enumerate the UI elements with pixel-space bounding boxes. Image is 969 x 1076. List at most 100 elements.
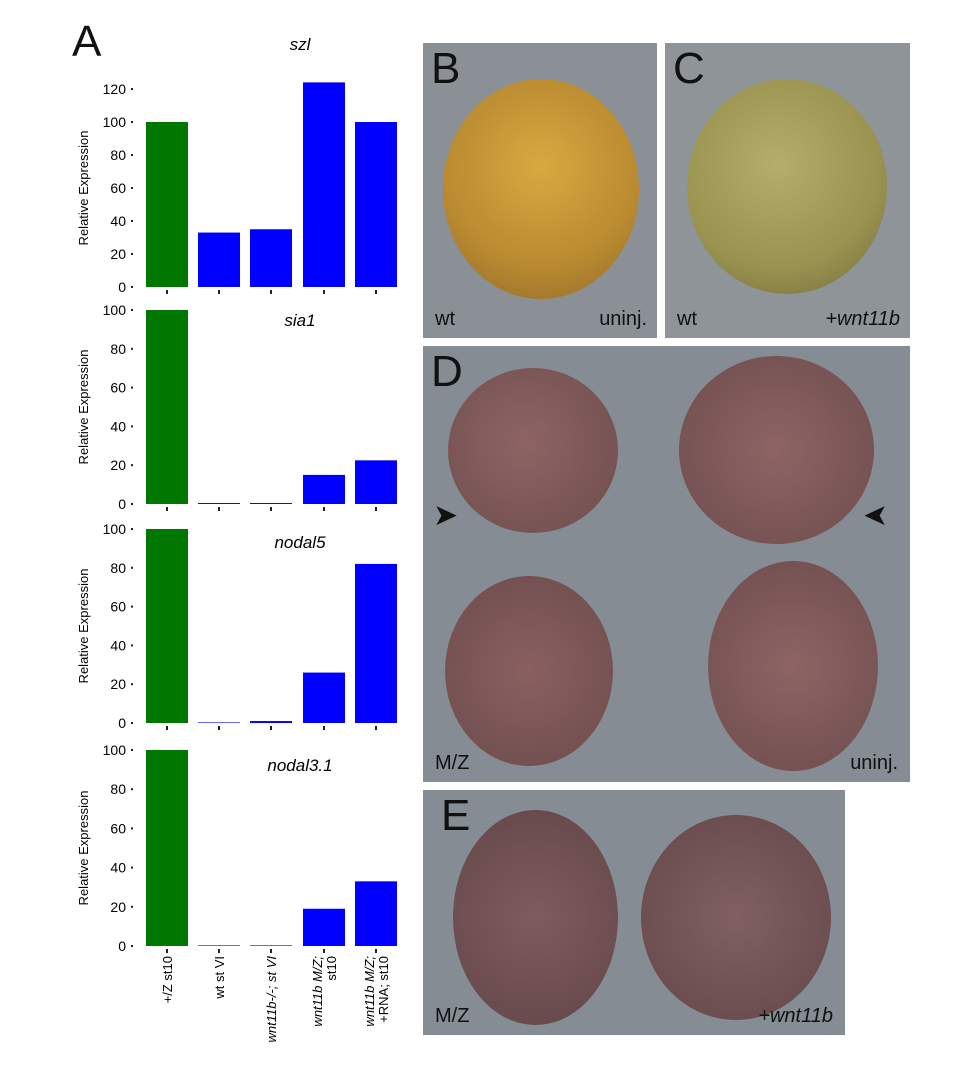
bar <box>198 722 240 723</box>
bar <box>303 908 345 946</box>
x-tick-mark <box>218 290 220 294</box>
y-tick-mark <box>131 528 133 530</box>
y-tick-mark <box>131 154 133 156</box>
y-tick-mark <box>131 425 133 428</box>
caption-right: +wnt11b <box>758 1005 833 1027</box>
bar <box>250 503 292 504</box>
x-tick-mark <box>270 507 272 511</box>
x-tick-mark <box>270 949 272 953</box>
y-tick-mark <box>131 905 133 908</box>
y-tick-label: 60 <box>110 180 126 196</box>
bar <box>355 881 397 946</box>
panel-label-a: A <box>72 17 102 66</box>
x-tick-mark <box>375 949 377 953</box>
x-tick-label: wnt11b M/Z; <box>362 956 377 1027</box>
y-tick-label: 100 <box>103 742 127 758</box>
y-axis-label: Relative Expression <box>76 131 91 246</box>
panel-label-b: B <box>431 44 461 93</box>
y-tick-label: 120 <box>103 81 127 97</box>
bar <box>303 82 345 288</box>
bar <box>198 945 240 946</box>
chart-title: szl <box>290 35 312 54</box>
y-tick-label: 40 <box>110 213 126 229</box>
y-tick-label: 20 <box>110 899 126 915</box>
chart-title: nodal3.1 <box>267 756 332 775</box>
embryo <box>453 810 618 1025</box>
embryo <box>687 79 887 294</box>
y-tick-label: 100 <box>103 302 127 318</box>
x-tick-mark <box>218 726 220 730</box>
bar <box>198 232 240 287</box>
y-axis-label: Relative Expression <box>76 569 91 684</box>
x-tick-mark <box>323 949 325 953</box>
y-tick-label: 0 <box>118 496 126 512</box>
y-tick-label: 40 <box>110 418 126 434</box>
y-tick-mark <box>131 464 133 467</box>
embryo <box>708 561 878 771</box>
y-tick-label: 20 <box>110 246 126 262</box>
y-tick-mark <box>131 945 133 947</box>
x-tick-label: wnt11b M/Z; <box>310 956 325 1027</box>
bar <box>303 474 345 504</box>
y-tick-mark <box>131 286 133 288</box>
y-tick-label: 60 <box>110 380 126 396</box>
y-tick-label: 80 <box>110 560 126 576</box>
y-tick-mark <box>131 309 133 311</box>
x-tick-mark <box>166 726 168 730</box>
bar <box>146 750 188 946</box>
caption-left: wt <box>435 308 455 330</box>
y-tick-label: 100 <box>103 114 127 130</box>
bar <box>146 122 188 287</box>
x-tick-mark <box>323 726 325 730</box>
x-tick-mark <box>218 949 220 953</box>
chart-title: nodal5 <box>274 533 326 552</box>
bar <box>146 310 188 504</box>
photo-d: ➤ ➤ D M/Z uninj. <box>423 346 910 782</box>
x-tick-label: wt st VI <box>212 956 227 1000</box>
y-tick-mark <box>131 187 133 189</box>
y-tick-mark <box>131 605 133 608</box>
y-tick-label: 80 <box>110 147 126 163</box>
y-tick-mark <box>131 866 133 869</box>
y-tick-mark <box>131 121 133 123</box>
y-tick-mark <box>131 644 133 647</box>
bar <box>250 721 292 723</box>
y-tick-mark <box>131 788 133 791</box>
x-tick-mark <box>323 290 325 294</box>
caption-right: uninj. <box>599 308 647 330</box>
chart-title: sia1 <box>284 311 315 330</box>
caption-left: M/Z <box>435 1005 470 1027</box>
bar <box>250 229 292 287</box>
y-tick-mark <box>131 683 133 686</box>
photo-b: B wt uninj. <box>423 43 657 338</box>
bar <box>303 672 345 723</box>
y-tick-label: 0 <box>118 715 126 731</box>
y-tick-mark <box>131 347 133 350</box>
y-tick-mark <box>131 566 133 569</box>
embryo <box>448 368 618 533</box>
y-tick-mark <box>131 253 133 255</box>
caption-right: uninj. <box>850 752 898 774</box>
y-tick-mark <box>131 827 133 830</box>
x-tick-mark <box>166 507 168 511</box>
arrow-icon: ➤ <box>433 499 459 532</box>
x-tick-mark <box>375 726 377 730</box>
embryo <box>443 79 639 299</box>
bar <box>250 945 292 946</box>
embryo <box>679 356 874 544</box>
embryo <box>641 815 831 1020</box>
x-tick-mark <box>166 949 168 953</box>
y-tick-label: 20 <box>110 676 126 692</box>
y-tick-mark <box>131 749 133 751</box>
bar <box>198 503 240 504</box>
bar <box>355 563 397 723</box>
bar <box>355 122 397 287</box>
x-tick-label: wnt11b-/-; st VI <box>264 956 279 1043</box>
y-tick-label: 80 <box>110 781 126 797</box>
x-tick-mark <box>375 290 377 294</box>
embryo <box>445 576 613 766</box>
arrow-icon: ➤ <box>863 499 889 532</box>
x-tick-mark <box>323 507 325 511</box>
x-tick-mark <box>270 726 272 730</box>
